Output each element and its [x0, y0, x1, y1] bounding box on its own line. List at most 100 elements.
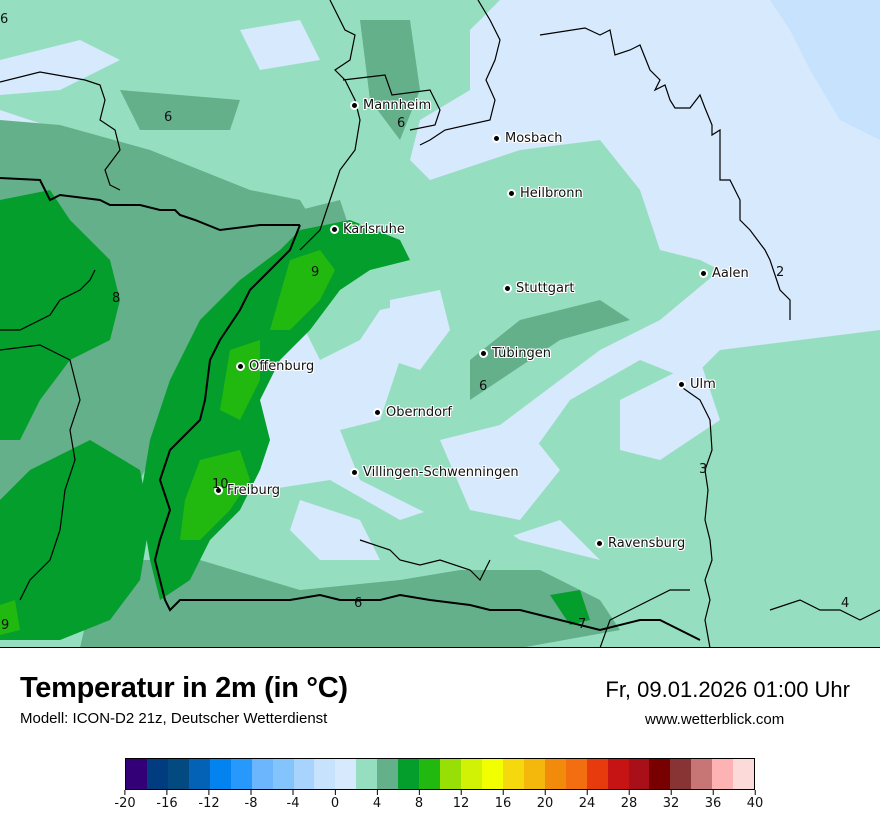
- city-dot-icon: [492, 134, 501, 143]
- city-marker: Heilbronn: [507, 186, 583, 201]
- colorbar-tick-label: 0: [330, 796, 340, 811]
- colorbar-tick: -4: [286, 790, 300, 811]
- colorbar-segment: [209, 759, 231, 789]
- isoline-label: 6: [479, 379, 488, 394]
- colorbar-segment: [251, 759, 273, 789]
- colorbar-segment: [230, 759, 252, 789]
- city-dot-icon: [479, 349, 488, 358]
- city-name: Tübingen: [492, 346, 551, 361]
- colorbar-segment: [440, 759, 461, 789]
- colorbar-tick: 36: [704, 790, 722, 811]
- colorbar-tick-label: 36: [704, 796, 722, 811]
- city-marker: Ravensburg: [595, 536, 685, 551]
- city-dot-icon: [699, 269, 708, 278]
- colorbar-segment: [461, 759, 482, 789]
- city-name: Aalen: [712, 266, 749, 281]
- city-name: Villingen-Schwenningen: [363, 465, 519, 480]
- colorbar-tick: 32: [662, 790, 680, 811]
- colorbar-tick: 20: [537, 790, 553, 811]
- colorbar-tick: 40: [746, 790, 764, 811]
- forecast-datetime: Fr, 09.01.2026 01:00 Uhr: [605, 677, 850, 702]
- colorbar-tick-label: -8: [244, 796, 258, 811]
- colorbar-tick-label: 4: [372, 796, 382, 811]
- city-dot-icon: [350, 101, 359, 110]
- colorbar-segment: [733, 759, 755, 789]
- city-marker: Offenburg: [236, 359, 314, 374]
- city-name: Oberndorf: [386, 405, 452, 420]
- colorbar-tick: -16: [156, 790, 178, 811]
- city-dot-icon: [330, 225, 339, 234]
- colorbar-segment: [314, 759, 336, 789]
- colorbar-segment: [544, 759, 566, 789]
- colorbar-segment: [167, 759, 189, 789]
- isoline-label: 9: [1, 618, 10, 633]
- isoline-label: 9: [311, 265, 320, 280]
- colorbar-ticks: -20 -16 -12 -8 -4 0 4 8 12 16 20 24 28 32 36 40: [114, 790, 763, 820]
- isoline-label: 7: [578, 617, 587, 632]
- temperature-map: Mannheim Mosbach Heilbronn Karlsruhe Aalen St…: [0, 0, 880, 648]
- city-dot-icon: [503, 284, 512, 293]
- colorbar-tick-label: -20: [114, 796, 136, 811]
- colorbar-segment: [398, 759, 420, 789]
- colorbar-segment: [188, 759, 210, 789]
- colorbar-segment: [377, 759, 399, 789]
- colorbar-segment: [670, 759, 692, 789]
- colorbar-segment: [126, 759, 147, 789]
- city-name: Mosbach: [505, 131, 563, 146]
- colorbar-tick-label: 12: [452, 796, 470, 811]
- city-name: Ravensburg: [608, 536, 686, 551]
- colorbar-tick: -12: [198, 790, 220, 811]
- colorbar-segment: [335, 759, 357, 789]
- colorbar-tick-label: -16: [156, 796, 178, 811]
- city-name: Offenburg: [249, 359, 315, 374]
- colorbar-tick: -20: [114, 790, 136, 811]
- temperature-field: [0, 0, 880, 647]
- colorbar-segment: [481, 759, 503, 789]
- city-name: Heilbronn: [520, 186, 583, 201]
- colorbar-tick-label: 16: [494, 796, 512, 811]
- colorbar-segment: [712, 759, 734, 789]
- colorbar-tick-label: -4: [286, 796, 300, 811]
- colorbar-segment: [628, 759, 650, 789]
- colorbar-tick-label: 32: [662, 796, 680, 811]
- colorbar-tick-label: 8: [414, 796, 424, 811]
- isoline-label: 6: [0, 12, 9, 27]
- colorbar-tick-label: 40: [746, 796, 764, 811]
- city-marker: Villingen-Schwenningen: [350, 465, 519, 480]
- city-marker: Ulm: [677, 377, 716, 392]
- colorbar-segment: [356, 759, 378, 789]
- colorbar-tick: 0: [331, 790, 339, 811]
- colorbar-segment: [607, 759, 629, 789]
- city-name: Karlsruhe: [343, 222, 405, 237]
- colorbar-segment: [565, 759, 587, 789]
- isoline-label: 6: [164, 110, 173, 125]
- city-dot-icon: [350, 468, 359, 477]
- city-dot-icon: [595, 539, 604, 548]
- colorbar-tick: 16: [494, 790, 512, 811]
- colorbar-segment: [293, 759, 315, 789]
- city-dot-icon: [236, 362, 245, 371]
- colorbar-segment: [523, 759, 545, 789]
- colorbar-segment: [691, 759, 713, 789]
- city-marker: Aalen: [699, 266, 749, 281]
- city-name: Freiburg: [227, 483, 281, 498]
- city-marker: Tübingen: [479, 346, 551, 361]
- isoline-label: 8: [112, 291, 121, 306]
- city-name: Stuttgart: [516, 281, 575, 296]
- city-name: Ulm: [690, 377, 716, 392]
- city-dot-icon: [214, 486, 223, 495]
- colorbar-legend: [125, 758, 755, 790]
- colorbar-segment: [586, 759, 608, 789]
- city-dot-icon: [373, 408, 382, 417]
- colorbar-tick-label: 24: [578, 796, 596, 811]
- website-link[interactable]: www.wetterblick.com: [645, 711, 785, 728]
- city-marker: Stuttgart: [503, 281, 574, 296]
- colorbar-segment: [649, 759, 671, 789]
- isoline-label: 3: [699, 462, 708, 477]
- map-title: Temperatur in 2m (in °C): [20, 672, 348, 704]
- city-dot-icon: [677, 380, 686, 389]
- city-marker: Mosbach: [492, 131, 563, 146]
- city-marker: Karlsruhe: [330, 222, 405, 237]
- colorbar-segment: [146, 759, 168, 789]
- colorbar-tick: 28: [621, 790, 637, 811]
